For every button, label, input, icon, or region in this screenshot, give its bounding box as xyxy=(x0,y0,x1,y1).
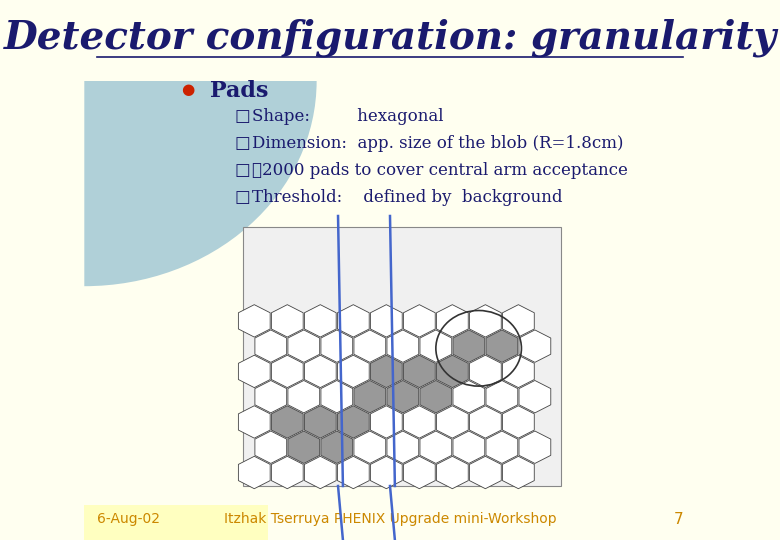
Polygon shape xyxy=(502,305,534,337)
Polygon shape xyxy=(354,381,385,413)
Polygon shape xyxy=(370,305,402,337)
Polygon shape xyxy=(255,431,287,463)
Polygon shape xyxy=(470,456,502,489)
Bar xyxy=(268,505,696,540)
Polygon shape xyxy=(321,431,353,463)
Polygon shape xyxy=(403,305,435,337)
Text: 7: 7 xyxy=(674,512,683,527)
Text: □: □ xyxy=(234,189,250,206)
Polygon shape xyxy=(453,381,484,413)
Polygon shape xyxy=(387,431,419,463)
Text: □: □ xyxy=(234,162,250,179)
Polygon shape xyxy=(288,330,320,362)
Bar xyxy=(84,505,268,540)
Polygon shape xyxy=(239,305,270,337)
Polygon shape xyxy=(403,456,435,489)
Text: 6-Aug-02: 6-Aug-02 xyxy=(97,512,160,526)
Wedge shape xyxy=(84,81,317,286)
Polygon shape xyxy=(420,431,452,463)
Text: Pads: Pads xyxy=(210,80,268,102)
Polygon shape xyxy=(370,355,402,388)
Polygon shape xyxy=(486,330,518,362)
Polygon shape xyxy=(437,456,468,489)
Polygon shape xyxy=(239,456,270,489)
Polygon shape xyxy=(354,330,385,362)
Polygon shape xyxy=(304,456,336,489)
Polygon shape xyxy=(519,330,551,362)
Polygon shape xyxy=(338,406,369,438)
Polygon shape xyxy=(370,456,402,489)
Polygon shape xyxy=(255,381,287,413)
Polygon shape xyxy=(519,381,551,413)
Text: □: □ xyxy=(234,108,250,125)
Polygon shape xyxy=(271,305,303,337)
Text: Detector configuration: granularity: Detector configuration: granularity xyxy=(3,19,777,57)
Polygon shape xyxy=(453,330,484,362)
Polygon shape xyxy=(338,355,369,388)
Polygon shape xyxy=(321,330,353,362)
Text: ≳2000 pads to cover central arm acceptance: ≳2000 pads to cover central arm acceptan… xyxy=(253,162,629,179)
Polygon shape xyxy=(519,431,551,463)
Text: Itzhak Tserruya PHENIX Upgrade mini-Workshop: Itzhak Tserruya PHENIX Upgrade mini-Work… xyxy=(224,512,556,526)
Polygon shape xyxy=(370,406,402,438)
Polygon shape xyxy=(420,330,452,362)
Polygon shape xyxy=(403,355,435,388)
Polygon shape xyxy=(304,305,336,337)
Polygon shape xyxy=(271,456,303,489)
Polygon shape xyxy=(387,381,419,413)
Polygon shape xyxy=(437,355,468,388)
Polygon shape xyxy=(437,305,468,337)
Polygon shape xyxy=(338,456,369,489)
Polygon shape xyxy=(304,406,336,438)
Polygon shape xyxy=(502,456,534,489)
Polygon shape xyxy=(271,406,303,438)
Polygon shape xyxy=(403,406,435,438)
Text: Shape:         hexagonal: Shape: hexagonal xyxy=(253,108,444,125)
Polygon shape xyxy=(321,381,353,413)
Polygon shape xyxy=(437,406,468,438)
Polygon shape xyxy=(338,305,369,337)
Polygon shape xyxy=(354,431,385,463)
Polygon shape xyxy=(420,381,452,413)
Polygon shape xyxy=(288,431,320,463)
Polygon shape xyxy=(239,406,270,438)
Polygon shape xyxy=(387,330,419,362)
Bar xyxy=(243,227,561,486)
Polygon shape xyxy=(304,355,336,388)
Polygon shape xyxy=(470,406,502,438)
Text: Threshold:    defined by  background: Threshold: defined by background xyxy=(253,189,563,206)
Text: □: □ xyxy=(234,135,250,152)
Text: ●: ● xyxy=(182,82,195,97)
Polygon shape xyxy=(288,381,320,413)
Polygon shape xyxy=(255,330,287,362)
Polygon shape xyxy=(470,305,502,337)
Polygon shape xyxy=(502,406,534,438)
Polygon shape xyxy=(470,355,502,388)
Polygon shape xyxy=(239,355,270,388)
Polygon shape xyxy=(453,431,484,463)
Text: Dimension:  app. size of the blob (R=1.8cm): Dimension: app. size of the blob (R=1.8c… xyxy=(253,135,624,152)
Polygon shape xyxy=(486,381,518,413)
Polygon shape xyxy=(502,355,534,388)
Polygon shape xyxy=(271,355,303,388)
Polygon shape xyxy=(486,431,518,463)
